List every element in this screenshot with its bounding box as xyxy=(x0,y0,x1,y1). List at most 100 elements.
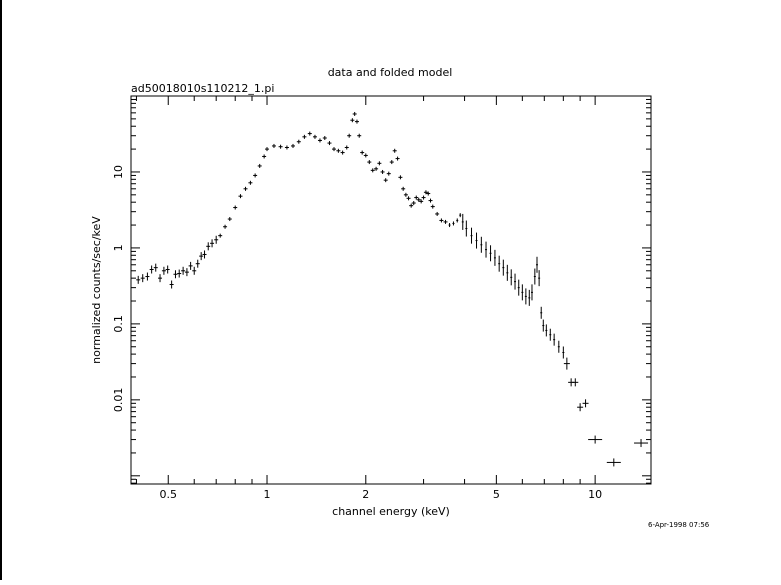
data-point xyxy=(177,269,182,278)
data-point xyxy=(401,186,406,191)
y-axis-label: normalized counts/sec/keV xyxy=(90,216,103,364)
data-point xyxy=(439,218,444,223)
x-tick-label: 10 xyxy=(588,488,602,501)
data-point xyxy=(498,255,501,272)
data-point xyxy=(634,439,649,448)
data-point xyxy=(344,145,349,150)
data-point xyxy=(195,259,200,268)
data-point xyxy=(383,178,388,183)
data-point xyxy=(563,357,570,370)
data-point xyxy=(149,265,154,274)
timestamp-annotation: 6-Apr-1998 07:56 xyxy=(648,521,710,529)
data-point xyxy=(317,138,322,143)
left-border xyxy=(0,0,2,580)
data-point xyxy=(392,148,397,153)
data-point xyxy=(140,274,145,283)
data-point xyxy=(145,272,150,281)
data-point xyxy=(423,190,428,195)
data-point xyxy=(430,204,435,209)
data-point xyxy=(475,232,478,249)
data-point xyxy=(577,403,584,412)
data-point xyxy=(406,196,411,201)
data-point xyxy=(542,319,545,332)
data-point xyxy=(357,133,362,138)
data-point xyxy=(521,284,524,301)
data-point xyxy=(524,288,527,305)
data-points xyxy=(136,111,649,467)
data-point xyxy=(461,213,464,230)
data-point xyxy=(158,274,163,283)
data-point xyxy=(506,264,509,281)
data-point xyxy=(572,378,579,387)
data-point xyxy=(448,223,451,228)
data-point xyxy=(374,166,379,171)
data-point xyxy=(238,194,243,199)
data-point xyxy=(312,134,317,139)
data-point xyxy=(327,141,332,146)
data-point xyxy=(380,169,385,174)
data-point xyxy=(514,273,517,290)
data-point xyxy=(173,270,178,279)
y-tick-label: 10 xyxy=(112,165,125,179)
data-point xyxy=(489,245,492,262)
data-point xyxy=(360,150,365,155)
data-point xyxy=(214,235,219,244)
data-point xyxy=(192,266,197,275)
data-point xyxy=(302,134,307,139)
data-point xyxy=(459,213,462,218)
data-point xyxy=(184,268,189,277)
data-point xyxy=(435,211,440,216)
data-point xyxy=(452,221,455,226)
x-tick-label: 2 xyxy=(362,488,369,501)
data-point xyxy=(480,236,483,253)
axis-ticks: 0.5 1 2 5 10 0.01 0.1 1 10 xyxy=(112,95,651,501)
data-point xyxy=(210,239,215,248)
data-point xyxy=(398,175,403,180)
data-point xyxy=(389,160,394,165)
data-point xyxy=(533,268,536,285)
data-point xyxy=(419,199,424,204)
data-point xyxy=(386,171,391,176)
data-point xyxy=(188,261,193,270)
data-point xyxy=(502,259,505,276)
data-point xyxy=(363,153,368,158)
data-point xyxy=(248,180,253,185)
x-tick-label: 0.5 xyxy=(159,488,177,501)
data-point xyxy=(540,306,543,319)
data-point xyxy=(340,150,345,155)
data-point xyxy=(485,241,488,258)
data-point xyxy=(403,192,408,197)
data-point xyxy=(336,148,341,153)
data-point xyxy=(233,205,238,210)
chart-title: data and folded model xyxy=(328,66,453,79)
data-point xyxy=(517,279,520,296)
data-point xyxy=(307,131,312,136)
data-point xyxy=(409,203,414,208)
data-point xyxy=(322,135,327,140)
data-point xyxy=(510,269,513,286)
data-point xyxy=(562,346,565,359)
data-point xyxy=(557,340,560,353)
data-point xyxy=(470,227,473,244)
chart-subtitle: ad50018010s110212_1.pi xyxy=(131,82,274,95)
x-tick-label: 1 xyxy=(264,488,271,501)
data-point xyxy=(169,280,174,289)
data-point xyxy=(262,154,267,159)
data-point xyxy=(465,220,468,237)
data-point xyxy=(206,242,211,251)
data-point xyxy=(153,263,158,272)
data-point xyxy=(331,147,336,152)
x-tick-label: 5 xyxy=(493,488,500,501)
data-point xyxy=(271,143,276,148)
data-point xyxy=(377,161,382,166)
data-point xyxy=(414,195,419,200)
y-tick-label: 0.01 xyxy=(112,388,125,413)
data-point xyxy=(416,197,421,202)
data-point xyxy=(202,250,207,259)
data-point xyxy=(426,191,431,196)
data-point xyxy=(456,218,459,223)
data-point xyxy=(296,139,301,144)
data-point xyxy=(493,249,496,266)
data-point xyxy=(165,265,170,274)
